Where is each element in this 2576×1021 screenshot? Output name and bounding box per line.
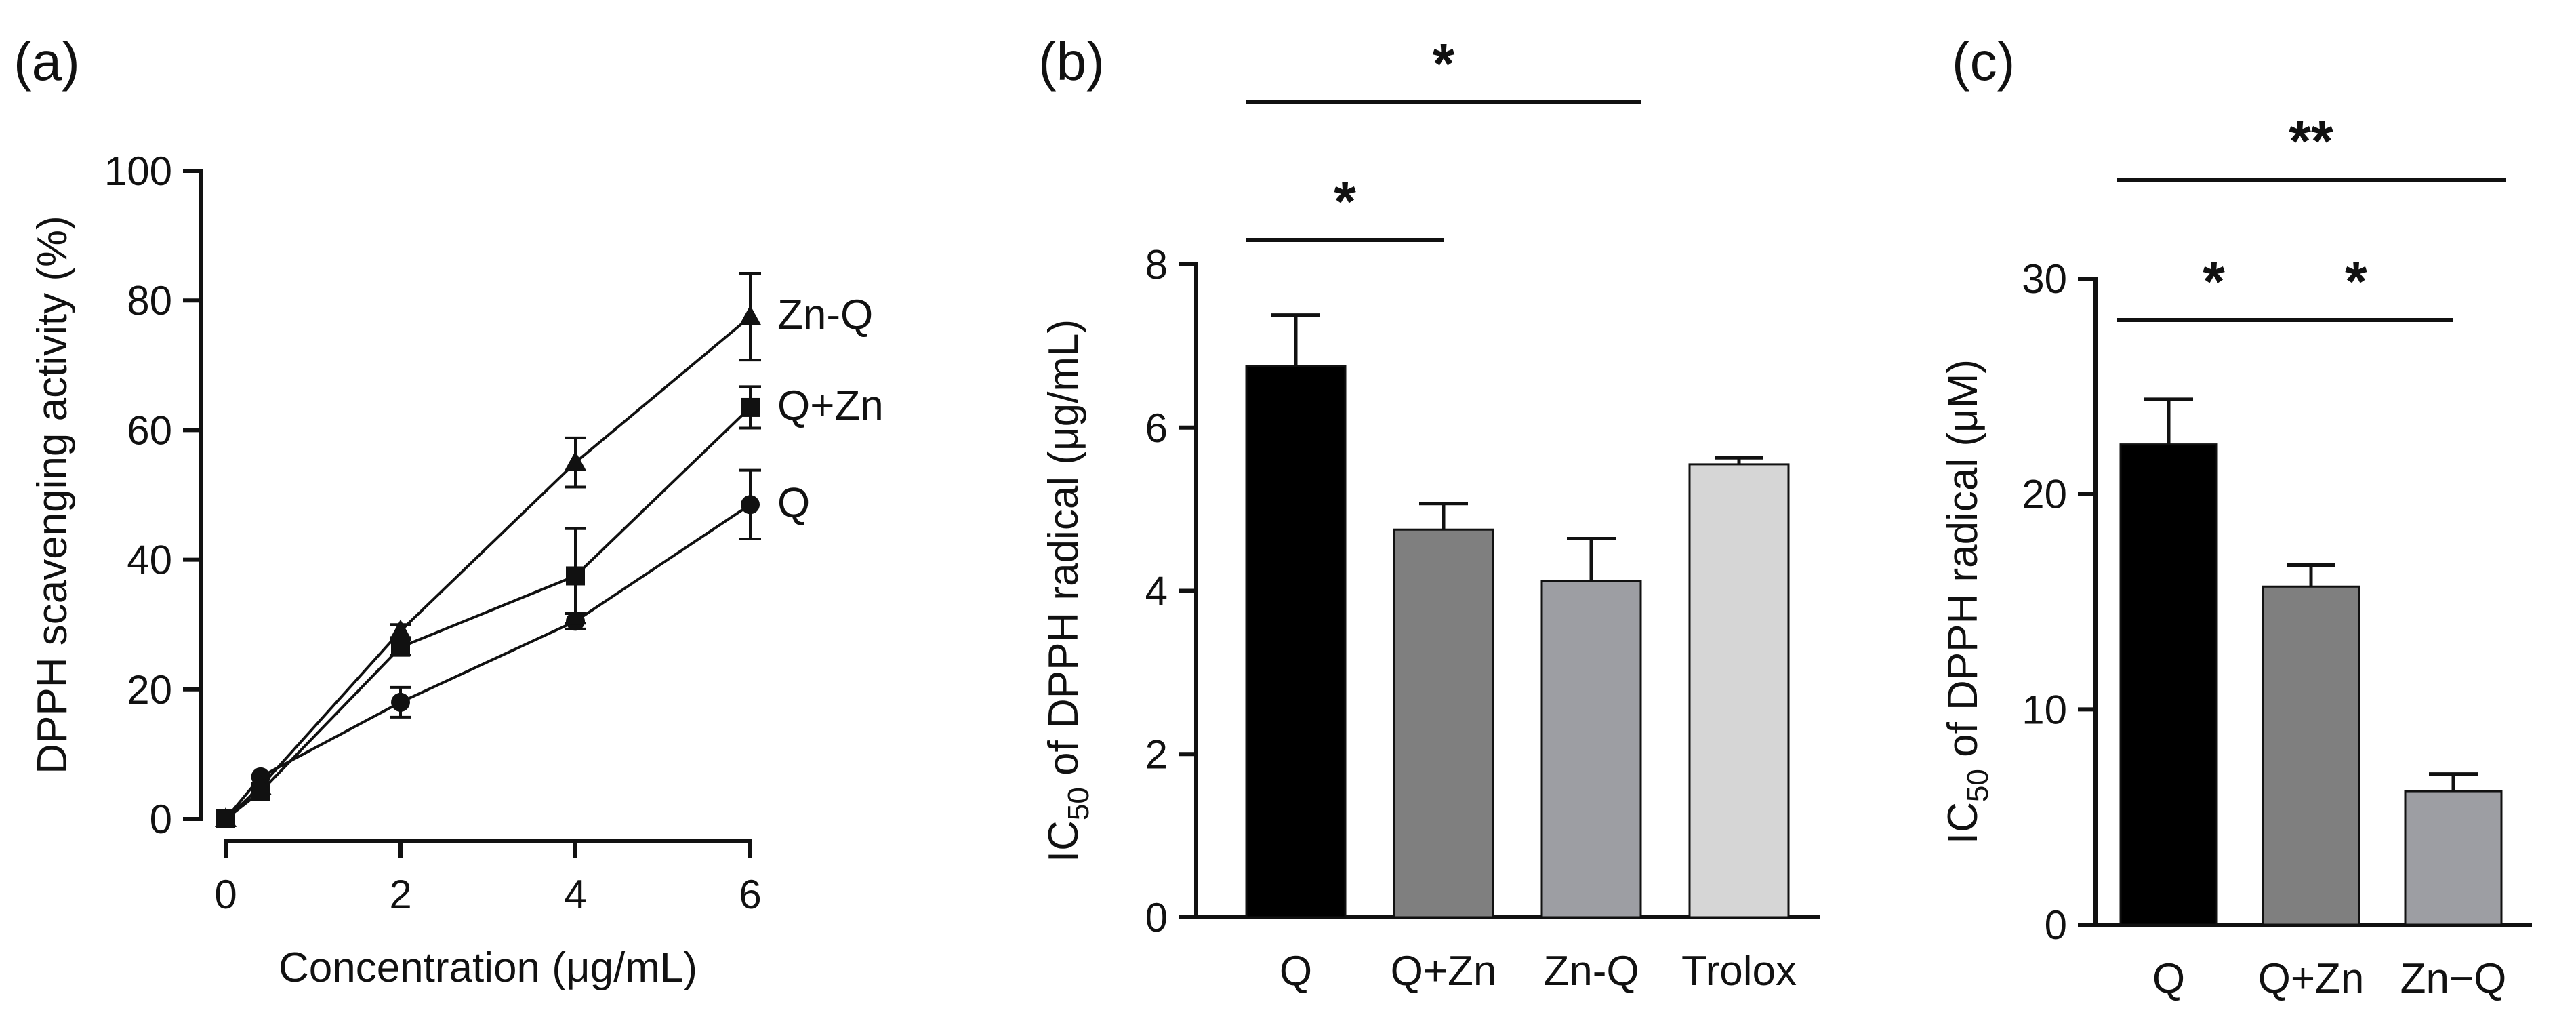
panel-b-category-label: Q	[1280, 948, 1312, 995]
panel-b-letter: (b)	[1038, 31, 1105, 92]
panel-a-point-square	[741, 397, 760, 417]
panel-a-y-axis-title: DPPH scavenging activity (%)	[29, 216, 76, 774]
panel-a-y-tick-label: 60	[127, 407, 172, 453]
panel-a-y-tick-label: 40	[127, 538, 172, 583]
panel-a-series-label: Zn-Q	[777, 292, 873, 338]
panel-c-significance-star: **	[2289, 109, 2333, 173]
panel-a-y-tick-label: 20	[127, 667, 172, 713]
panel-c-significance-star: *	[2203, 249, 2225, 313]
panel-b-bar	[1393, 528, 1494, 919]
panel-a-point-circle	[391, 692, 410, 712]
panel-b-bar	[1245, 365, 1347, 919]
panel-b-bar	[1688, 463, 1790, 919]
panel-a-point-circle	[741, 495, 760, 515]
panel-a-point-triangle	[215, 807, 237, 827]
panel-c-category-label: Zn−Q	[2400, 955, 2507, 1002]
panel-a-y-tick-label: 80	[127, 278, 172, 323]
panel-c-category-label: Q	[2152, 955, 2185, 1002]
panel-c-y-tick-label: 20	[2022, 472, 2067, 517]
panel-a-y-tick-label: 0	[150, 797, 172, 842]
panel-c-bar	[2404, 790, 2503, 926]
panel-a-x-tick-label: 4	[564, 872, 586, 917]
panel-a-series-label: Q+Zn	[777, 382, 884, 429]
panel-b-y-tick-label: 2	[1145, 732, 1168, 777]
panel-a-y-tick-label: 100	[104, 148, 172, 194]
panel-c-y-tick-label: 0	[2045, 902, 2067, 948]
panel-a-point-triangle	[565, 451, 586, 471]
panel-c-bar-chart: (c) 0 10 20 30 IC50 of DPPH radical (μM) Q Q+Zn…	[1940, 31, 2532, 1002]
panel-c-significance-star: *	[2345, 249, 2367, 313]
panel-a-point-square	[391, 637, 410, 657]
panel-c-category-label: Q+Zn	[2258, 955, 2365, 1002]
panel-a-x-axis-title: Concentration (μg/mL)	[279, 944, 697, 991]
panel-c-y-tick-label: 30	[2022, 256, 2067, 302]
panel-a-letter: (a)	[14, 31, 80, 92]
panel-b-y-axis-title: IC50 of DPPH radical (μg/mL)	[1040, 319, 1095, 862]
panel-a-point-square	[566, 566, 585, 586]
panel-a-point-triangle	[390, 619, 411, 639]
panel-c-letter: (c)	[1952, 31, 2015, 92]
panel-b-significance-star: *	[1433, 32, 1455, 96]
panel-c-y-tick-label: 10	[2022, 687, 2067, 732]
panel-b-bar	[1540, 580, 1642, 919]
panel-b-bar-chart: (b) 0 2 4 6 8 IC50 of DPPH radical (μg/mL) Q Q+Z…	[1038, 31, 1820, 995]
panel-b-y-tick-label: 0	[1145, 895, 1168, 940]
panel-c-bar	[2262, 585, 2360, 926]
panel-b-category-label: Trolox	[1681, 948, 1797, 995]
panel-b-significance-star: *	[1334, 169, 1356, 233]
panel-b-y-tick-label: 6	[1145, 405, 1168, 451]
panel-a-x-tick-label: 2	[389, 872, 411, 917]
panel-b-category-label: Zn-Q	[1543, 948, 1639, 995]
panel-c-bar	[2119, 443, 2218, 926]
panel-a-series-label: Q	[777, 479, 810, 526]
panel-b-y-tick-label: 4	[1145, 569, 1168, 614]
panel-b-category-label: Q+Zn	[1391, 948, 1497, 995]
panel-a-line-chart: (a) 0 20 40 60 80 100 0 2 4 6 Concentration (μg/mL)…	[14, 31, 884, 991]
panel-a-x-tick-label: 0	[214, 872, 237, 917]
panel-a-point-triangle	[739, 305, 761, 325]
panel-c-y-axis-title: IC50 of DPPH radical (μM)	[1940, 359, 1995, 844]
panel-a-point-triangle	[249, 775, 272, 795]
panel-b-y-tick-label: 8	[1145, 242, 1168, 287]
panel-a-x-tick-label: 6	[739, 872, 761, 917]
